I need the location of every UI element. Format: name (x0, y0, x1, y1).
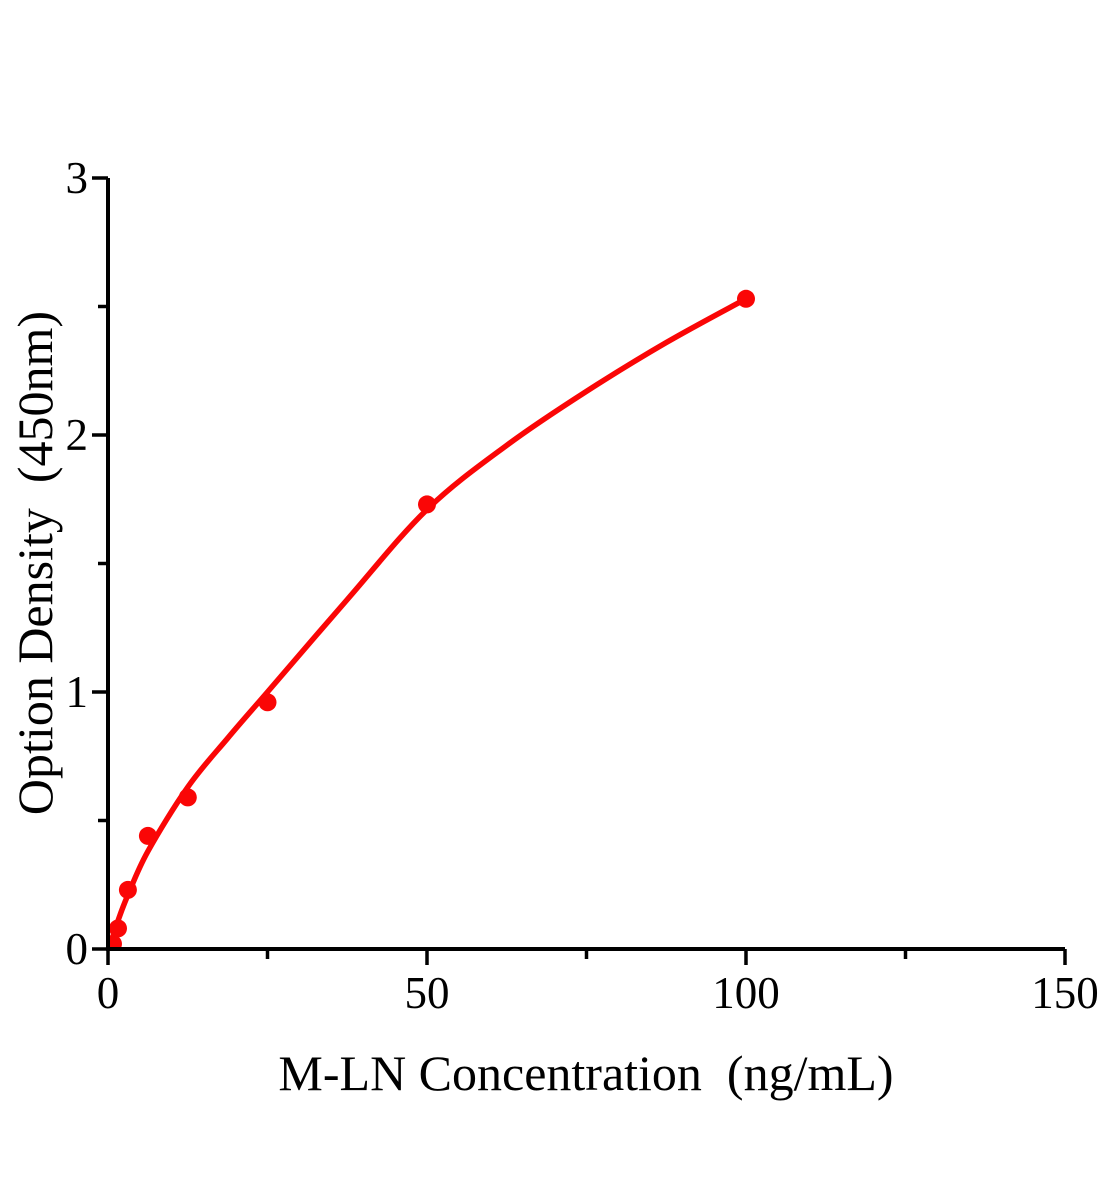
x-tick-label: 150 (1031, 968, 1099, 1018)
y-axis-title: Option Density (450nm) (7, 311, 63, 815)
y-tick-label: 0 (66, 924, 89, 974)
y-tick-label: 3 (66, 153, 89, 203)
data-point (108, 934, 122, 949)
data-point (138, 826, 157, 845)
data-point (109, 919, 127, 938)
series-group (108, 289, 755, 949)
plot-area: 0 50 100 150 0 1 2 3 (66, 153, 1099, 1018)
fit-curve (108, 296, 749, 949)
data-point (118, 880, 137, 899)
y-tick-label: 2 (66, 410, 89, 460)
axes-group (106, 178, 1065, 951)
data-point (737, 289, 755, 308)
data-point (258, 693, 277, 712)
x-tick-label: 0 (97, 968, 120, 1018)
x-axis-title: M-LN Concentration (ng/mL) (278, 1045, 893, 1101)
x-tick-label: 50 (405, 968, 450, 1018)
tick-labels-group: 0 50 100 150 0 1 2 3 (66, 153, 1099, 1018)
x-tick-label: 100 (712, 968, 780, 1018)
data-point (418, 495, 436, 514)
ticks-group (92, 176, 1067, 965)
data-point (178, 788, 197, 807)
y-tick-label: 1 (66, 667, 89, 717)
